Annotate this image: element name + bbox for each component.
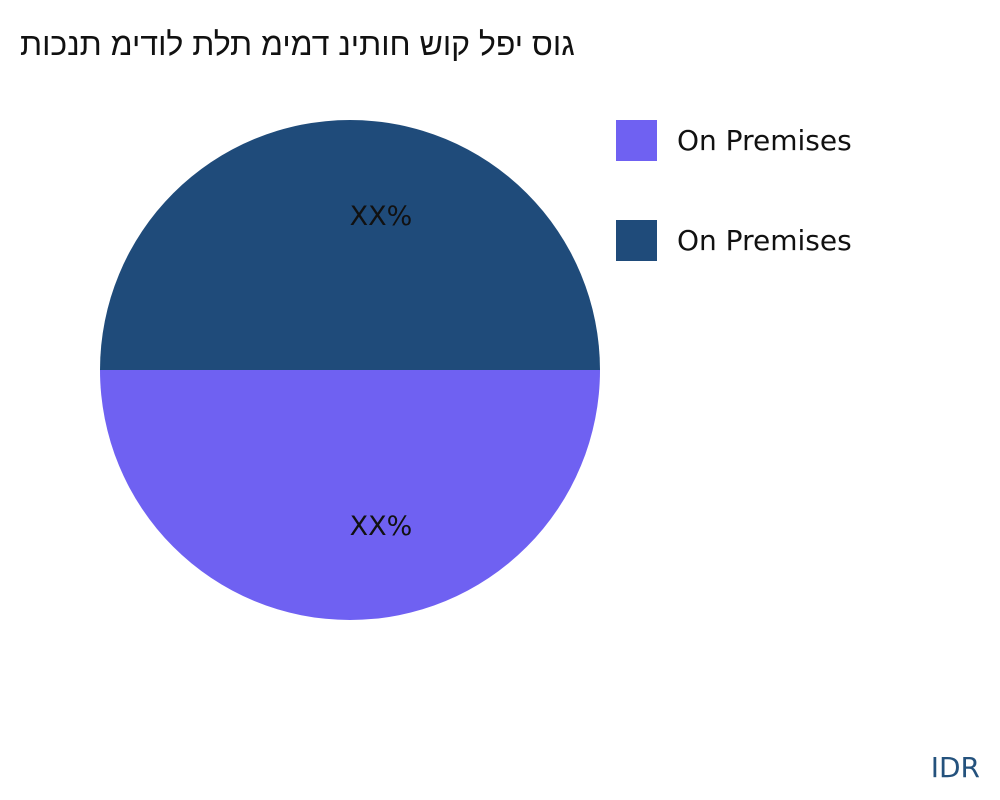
legend-label: On Premises bbox=[677, 224, 852, 257]
brand-logo: IDR bbox=[930, 751, 980, 784]
legend-swatch bbox=[616, 120, 657, 161]
legend-item: On Premises bbox=[616, 120, 852, 161]
legend-swatch bbox=[616, 220, 657, 261]
slice-label: XX% bbox=[350, 201, 413, 232]
chart-title: גוס יפל קוש חותינ דמימ תלת לודימ תנכות bbox=[20, 26, 575, 62]
pie-slice bbox=[100, 120, 600, 370]
legend-label: On Premises bbox=[677, 124, 852, 157]
legend-item: On Premises bbox=[616, 220, 852, 261]
pie-slice bbox=[100, 370, 600, 620]
slice-label: XX% bbox=[350, 511, 413, 542]
